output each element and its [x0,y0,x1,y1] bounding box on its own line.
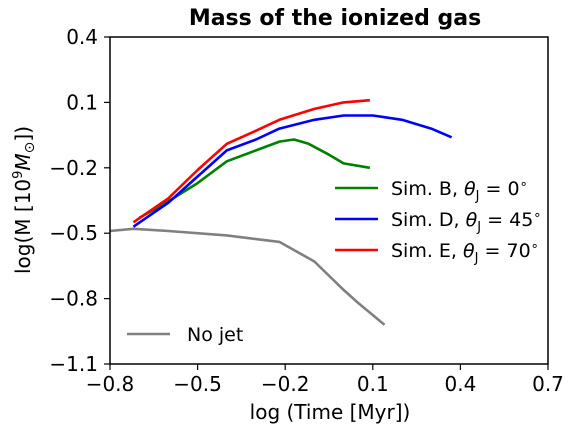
legend-label: Sim. B, θJ = 0∘ [391,177,528,204]
x-tick-label: 0.1 [357,372,389,396]
ticks-layer: −0.8 −0.5 −0.2 0.1 0.4 0.7−1.1−0.8−0.5−0.20.1… [49,25,563,396]
x-tick-label: −0.8 [86,372,135,396]
x-tick-label: 0.7 [532,372,564,396]
series-line-2 [132,114,453,228]
legend-upper: Sim. B, θJ = 0∘ Sim. D, θJ = 45∘ Sim. E, θ… [335,177,541,266]
x-tick-label: −0.5 [173,372,222,396]
svg-text:log(M [109M⊙]): log(M [109M⊙]) [11,126,38,274]
chart-title: Mass of the ionized gas [189,6,481,31]
legend-label: Sim. E, θJ = 70∘ [391,239,539,266]
series-line-4 [109,227,386,326]
legend-label: Sim. D, θJ = 45∘ [391,208,541,235]
y-tick-label: −0.8 [49,287,98,311]
legend-label: No jet [187,324,243,346]
x-tick-label: −0.2 [261,372,310,396]
series-layer [109,98,453,326]
series-line-1 [138,138,371,220]
y-axis-label: log(M [109M⊙]) [11,126,38,274]
y-tick-label: 0.1 [66,90,98,114]
series-line-3 [132,98,371,224]
y-tick-label: −1.1 [49,352,98,376]
y-tick-label: −0.2 [49,156,98,180]
x-axis-label: log (Time [Myr]) [250,400,411,424]
y-tick-label: 0.4 [66,25,98,49]
legend-lower: No jet [127,324,243,346]
y-tick-label: −0.5 [49,221,98,245]
x-tick-label: 0.4 [444,372,476,396]
plot-frame [109,36,549,365]
